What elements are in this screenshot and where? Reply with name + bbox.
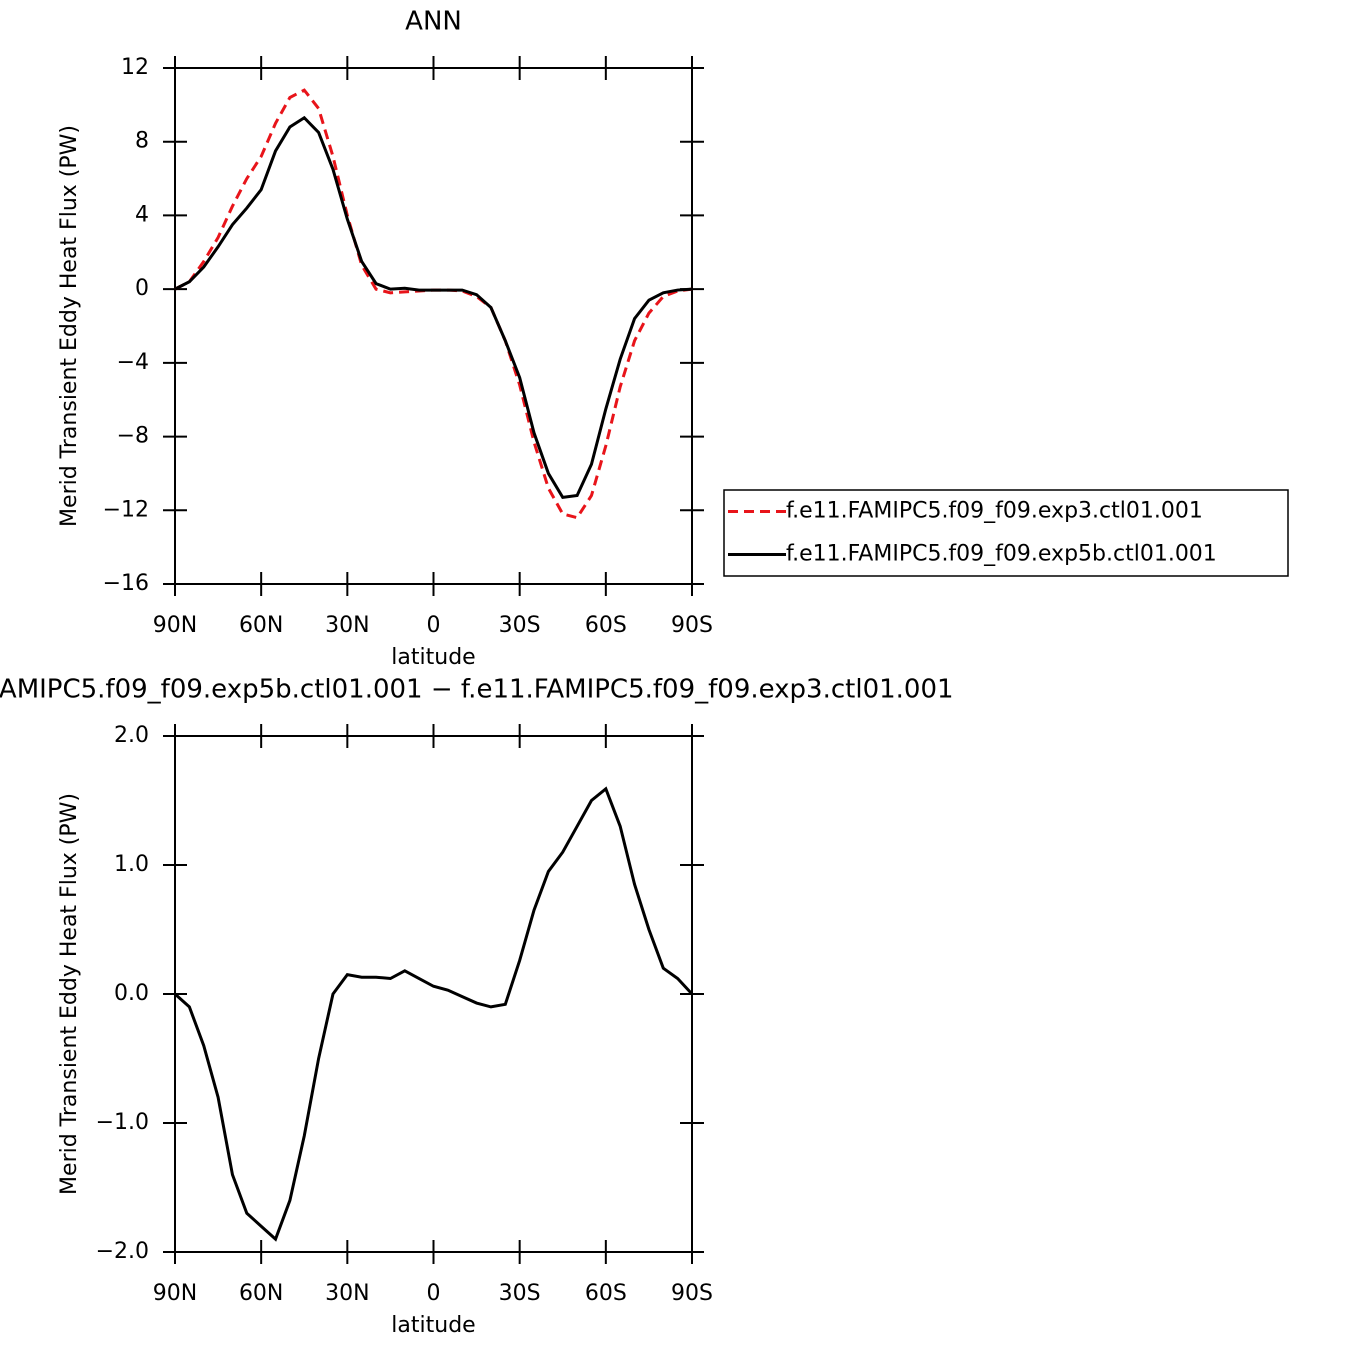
y-tick-label: −12 — [103, 497, 149, 522]
x-axis-label: latitude — [391, 1313, 475, 1338]
x-tick-label: 90S — [671, 613, 713, 638]
legend-label: f.e11.FAMIPC5.f09_f09.exp3.ctl01.001 — [786, 499, 1203, 524]
y-axis-label: Merid Transient Eddy Heat Flux (PW) — [57, 793, 82, 1195]
legend-label: f.e11.FAMIPC5.f09_f09.exp5b.ctl01.001 — [786, 542, 1217, 567]
legend-box — [723, 489, 1289, 577]
x-tick-label: 60N — [239, 613, 283, 638]
x-tick-label: 90N — [153, 1281, 197, 1306]
x-tick-label: 60S — [585, 1281, 627, 1306]
data-line — [173, 786, 694, 1242]
y-axis-label: Merid Transient Eddy Heat Flux (PW) — [57, 125, 82, 527]
chart-title: f.e11.FAMIPC5.f09_f09.exp5b.ctl01.001 − … — [0, 675, 954, 705]
x-tick-label: 30N — [325, 1281, 369, 1306]
x-tick-label: 60N — [239, 1281, 283, 1306]
y-tick-label: −1.0 — [96, 1110, 149, 1135]
data-line — [174, 115, 693, 499]
plot-frame — [174, 67, 693, 585]
x-tick-label: 30S — [499, 1281, 541, 1306]
y-tick-label: −8 — [117, 424, 149, 449]
x-tick-label: 60S — [585, 613, 627, 638]
data-line — [174, 88, 693, 520]
y-tick-label: 2.0 — [114, 723, 149, 748]
y-tick-label: 0.0 — [114, 981, 149, 1006]
y-tick-label: 12 — [121, 55, 149, 80]
x-tick-label: 30S — [499, 613, 541, 638]
y-tick-label: 4 — [135, 202, 149, 227]
x-tick-label: 0 — [427, 613, 441, 638]
y-tick-label: 0 — [135, 276, 149, 301]
x-tick-label: 90S — [671, 1281, 713, 1306]
y-tick-label: 1.0 — [114, 852, 149, 877]
x-tick-label: 0 — [427, 1281, 441, 1306]
chart-title: ANN — [405, 7, 462, 37]
y-tick-label: −16 — [103, 571, 149, 596]
y-tick-label: −2.0 — [96, 1239, 149, 1264]
x-tick-label: 30N — [325, 613, 369, 638]
x-axis-label: latitude — [391, 645, 475, 670]
y-tick-label: 8 — [135, 129, 149, 154]
y-tick-label: −4 — [117, 350, 149, 375]
x-tick-label: 90N — [153, 613, 197, 638]
